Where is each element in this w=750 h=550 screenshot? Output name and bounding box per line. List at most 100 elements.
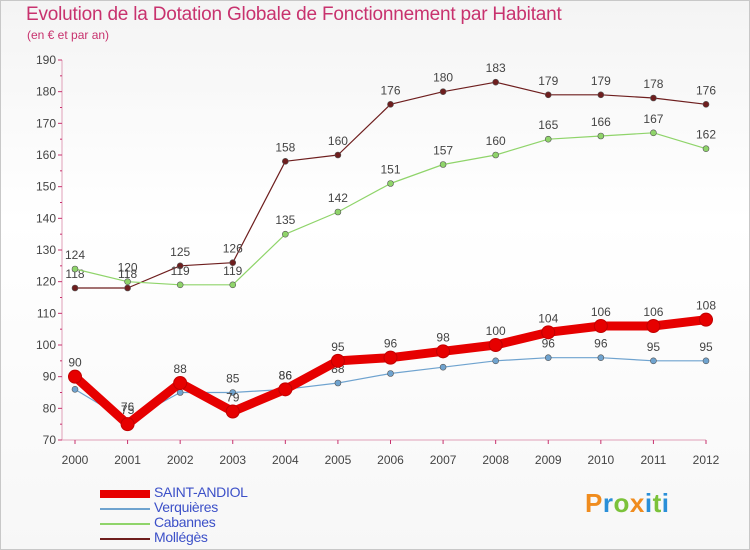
data-label-saint-andiol: 75 bbox=[121, 403, 135, 417]
x-tick-label: 2001 bbox=[114, 453, 141, 467]
data-point-moll-g-s bbox=[387, 101, 394, 108]
data-point-verqui-res bbox=[71, 386, 79, 393]
data-label-moll-g-s: 160 bbox=[328, 134, 348, 148]
data-label-moll-g-s: 125 bbox=[170, 245, 190, 259]
data-point-verqui-res bbox=[229, 389, 237, 396]
legend-label: SAINT-ANDIOL bbox=[154, 484, 248, 500]
y-tick-label: 140 bbox=[36, 211, 56, 225]
data-point-cabannes bbox=[334, 208, 342, 216]
legend-label: Cabannes bbox=[154, 514, 216, 530]
data-point-cabannes bbox=[124, 278, 131, 285]
data-label-saint-andiol: 96 bbox=[384, 337, 398, 351]
data-label-moll-g-s: 176 bbox=[380, 83, 400, 97]
legend-swatch bbox=[100, 508, 150, 510]
data-point-saint-andiol bbox=[593, 319, 608, 333]
data-point-saint-andiol bbox=[383, 350, 398, 365]
y-tick-label: 120 bbox=[36, 275, 56, 289]
data-point-cabannes bbox=[597, 132, 605, 140]
chart-title: Evolution de la Dotation Globale de Fonc… bbox=[26, 4, 562, 25]
data-label-cabannes: 166 bbox=[591, 115, 611, 129]
data-label-saint-andiol: 86 bbox=[279, 368, 293, 382]
data-label-cabannes: 142 bbox=[328, 191, 348, 205]
legend-swatch bbox=[100, 523, 150, 525]
legend-label: Verquières bbox=[154, 499, 218, 515]
data-label-saint-andiol: 104 bbox=[538, 311, 558, 325]
x-tick-label: 2008 bbox=[482, 453, 509, 467]
data-point-verqui-res bbox=[439, 363, 447, 371]
data-point-saint-andiol bbox=[278, 382, 293, 397]
x-tick-label: 2003 bbox=[219, 453, 246, 467]
data-point-verqui-res bbox=[702, 357, 710, 365]
data-point-moll-g-s bbox=[544, 91, 552, 99]
data-point-cabannes bbox=[492, 151, 499, 159]
logo-letter: P bbox=[585, 488, 603, 518]
data-label-cabannes: 160 bbox=[486, 134, 506, 148]
data-label-moll-g-s: 183 bbox=[486, 61, 506, 75]
data-point-saint-andiol bbox=[330, 353, 345, 368]
data-point-moll-g-s bbox=[597, 91, 605, 99]
x-tick-label: 2004 bbox=[272, 453, 299, 467]
data-label-moll-g-s: 179 bbox=[591, 74, 611, 88]
y-tick-label: 100 bbox=[36, 338, 56, 352]
data-label-cabannes: 119 bbox=[171, 264, 190, 278]
y-tick-label: 130 bbox=[36, 243, 56, 257]
data-point-verqui-res bbox=[387, 370, 394, 377]
x-tick-label: 2000 bbox=[62, 453, 89, 467]
y-tick-label: 70 bbox=[43, 433, 57, 447]
data-label-saint-andiol: 95 bbox=[331, 340, 345, 354]
data-label-verqui-res: 95 bbox=[699, 340, 713, 354]
data-point-moll-g-s bbox=[71, 284, 79, 292]
y-tick-label: 80 bbox=[43, 401, 57, 415]
data-label-cabannes: 165 bbox=[538, 118, 558, 132]
data-point-verqui-res bbox=[176, 389, 184, 396]
data-label-moll-g-s: 158 bbox=[275, 140, 295, 154]
data-point-moll-g-s bbox=[124, 284, 131, 292]
data-point-cabannes bbox=[229, 281, 237, 289]
logo-letter: o bbox=[613, 488, 630, 518]
data-label-cabannes: 151 bbox=[380, 163, 400, 177]
chart-subtitle: (en € et par an) bbox=[27, 28, 110, 42]
data-point-saint-andiol bbox=[436, 344, 451, 359]
data-point-saint-andiol bbox=[120, 417, 135, 432]
data-point-moll-g-s bbox=[334, 151, 342, 159]
data-point-moll-g-s bbox=[492, 78, 499, 86]
y-tick-label: 180 bbox=[36, 85, 56, 99]
legend-swatch bbox=[100, 490, 150, 498]
data-label-moll-g-s: 178 bbox=[643, 77, 663, 91]
logo-letter: t bbox=[652, 488, 662, 518]
y-tick-label: 150 bbox=[36, 180, 56, 194]
data-point-saint-andiol bbox=[541, 325, 556, 340]
data-point-verqui-res bbox=[492, 357, 499, 365]
data-label-saint-andiol: 79 bbox=[226, 391, 240, 405]
data-point-cabannes bbox=[387, 180, 394, 187]
data-label-cabannes: 167 bbox=[643, 112, 663, 126]
data-point-moll-g-s bbox=[650, 94, 657, 102]
data-label-cabannes: 157 bbox=[433, 144, 453, 158]
data-point-cabannes bbox=[702, 145, 710, 152]
y-tick-label: 90 bbox=[43, 370, 57, 384]
data-label-cabannes: 124 bbox=[65, 248, 85, 262]
data-point-verqui-res bbox=[597, 354, 605, 361]
x-tick-label: 2011 bbox=[641, 453, 667, 467]
data-label-moll-g-s: 179 bbox=[538, 74, 558, 88]
x-tick-label: 2010 bbox=[587, 453, 614, 467]
data-point-saint-andiol bbox=[68, 369, 82, 384]
data-point-saint-andiol bbox=[488, 338, 503, 352]
series-line-cabannes bbox=[74, 132, 707, 286]
data-label-saint-andiol: 98 bbox=[436, 330, 450, 344]
data-label-cabannes: 120 bbox=[118, 261, 138, 275]
data-label-verqui-res: 85 bbox=[226, 372, 240, 386]
x-tick-label: 2006 bbox=[377, 453, 404, 467]
data-point-verqui-res bbox=[334, 379, 342, 387]
x-tick-label: 2012 bbox=[693, 453, 720, 467]
data-point-saint-andiol bbox=[173, 376, 188, 390]
data-label-saint-andiol: 106 bbox=[591, 305, 611, 319]
y-tick-label: 170 bbox=[36, 116, 56, 130]
data-label-saint-andiol: 90 bbox=[68, 356, 82, 370]
data-point-moll-g-s bbox=[176, 262, 184, 270]
x-tick-label: 2009 bbox=[535, 453, 562, 467]
data-point-saint-andiol bbox=[225, 404, 240, 419]
data-label-cabannes: 162 bbox=[696, 128, 716, 142]
